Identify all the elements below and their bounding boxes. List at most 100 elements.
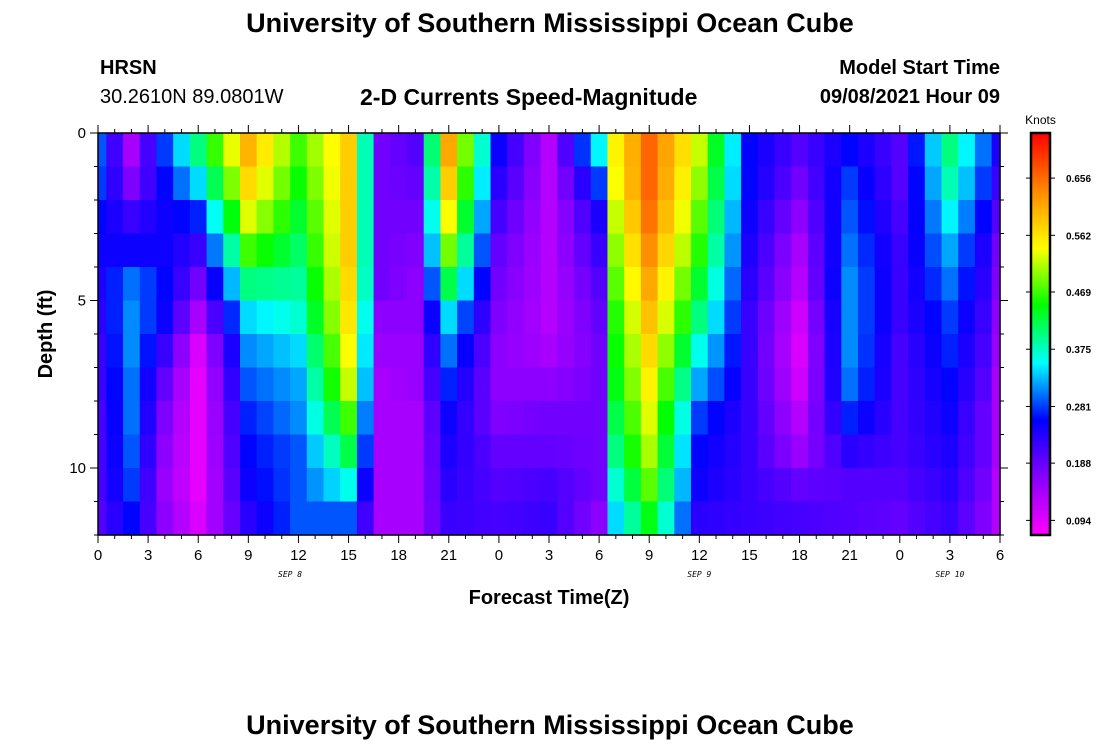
heatmap-cell [908,367,926,402]
heatmap-cell [98,166,107,201]
x-tick-label: 0 [94,547,102,564]
model-start-value: 09/08/2021 Hour 09 [819,86,1000,108]
heatmap-cell [791,200,809,235]
heatmap-cell [123,166,141,201]
heatmap-cell [841,267,859,302]
heatmap-cell [858,434,876,469]
heatmap-cell [256,233,274,268]
heatmap-cell [273,200,291,235]
heatmap-cell [189,133,208,168]
heatmap-cell [206,334,224,369]
heatmap-cell [139,300,158,335]
colorbar-tick-label: 0.188 [1066,459,1091,470]
heatmap-cell [173,166,191,201]
heatmap-cell [306,468,325,503]
heatmap-cell [974,434,993,469]
heatmap-cell [523,401,542,436]
heatmap-cell [791,334,809,369]
heatmap-cell [256,334,274,369]
heatmap-cell [223,434,241,469]
heatmap-cell [106,334,124,369]
heatmap-cell [256,300,274,335]
heatmap-cell [690,233,709,268]
heatmap-cell [774,233,792,268]
heatmap-cell [674,334,692,369]
heatmap-cell [139,334,158,369]
heatmap-cell [624,267,642,302]
heatmap-cell [123,468,141,503]
bottom-title: University of Southern Mississippi Ocean… [246,710,854,740]
heatmap-cell [640,233,659,268]
heatmap-cell [607,367,625,402]
heatmap-cell [791,267,809,302]
heatmap-cell [874,200,893,235]
top-title: University of Southern Mississippi Ocean… [246,8,854,38]
heatmap-cell [891,133,909,168]
heatmap-cell [373,166,391,201]
heatmap-cell [290,468,308,503]
heatmap-cell [290,334,308,369]
heatmap-cell [974,267,993,302]
heatmap-cell [858,468,876,503]
heatmap-cell [473,200,492,235]
heatmap-cell [724,233,742,268]
heatmap-cell [106,434,124,469]
heatmap-cell [674,133,692,168]
heatmap-cell [373,233,391,268]
heatmap-cell [574,200,592,235]
heatmap-cell [440,233,458,268]
heatmap-cell [590,468,609,503]
heatmap-cell [807,133,826,168]
heatmap-cell [557,267,575,302]
heatmap-cell [874,501,893,536]
heatmap-cell [356,367,375,402]
heatmap-cell [290,401,308,436]
heatmap-cell [390,300,408,335]
heatmap-cell [607,401,625,436]
heatmap-cell [206,401,224,436]
heatmap-cell [574,501,592,536]
heatmap-cell [98,267,107,302]
heatmap-cell [624,200,642,235]
heatmap-cell [824,133,842,168]
heatmap-cell [724,401,742,436]
heatmap-cell [724,434,742,469]
heatmap-cell [741,166,759,201]
heatmap-cell [356,334,375,369]
heatmap-cell [724,300,742,335]
heatmap-cell [423,501,442,536]
heatmap-cell [590,334,609,369]
heatmap-cell [340,233,358,268]
heatmap-cell [139,468,158,503]
heatmap-cell [373,334,391,369]
heatmap-cell [223,468,241,503]
heatmap-cell [707,200,725,235]
heatmap-cell [574,233,592,268]
heatmap-cell [891,233,909,268]
heatmap-cell [590,133,609,168]
heatmap-cell [657,367,675,402]
x-tick-label: 18 [791,547,808,564]
heatmap-cell [674,166,692,201]
heatmap-cell [340,166,358,201]
heatmap-cell [741,200,759,235]
heatmap-cell [774,468,792,503]
heatmap-cell [173,233,191,268]
heatmap-cell [807,401,826,436]
heatmap-cell [774,133,792,168]
x-tick-label: 15 [340,547,357,564]
heatmap-cell [741,468,759,503]
heatmap-cell [791,401,809,436]
heatmap-cell [173,468,191,503]
heatmap-cell [123,367,141,402]
x-tick-label: 3 [144,547,152,564]
heatmap-cell [273,468,291,503]
heatmap-cell [123,434,141,469]
heatmap-cell [457,501,475,536]
heatmap-cell [707,434,725,469]
heatmap-cell [440,166,458,201]
heatmap-cell [757,267,776,302]
heatmap-cell [189,401,208,436]
heatmap-cell [540,133,558,168]
